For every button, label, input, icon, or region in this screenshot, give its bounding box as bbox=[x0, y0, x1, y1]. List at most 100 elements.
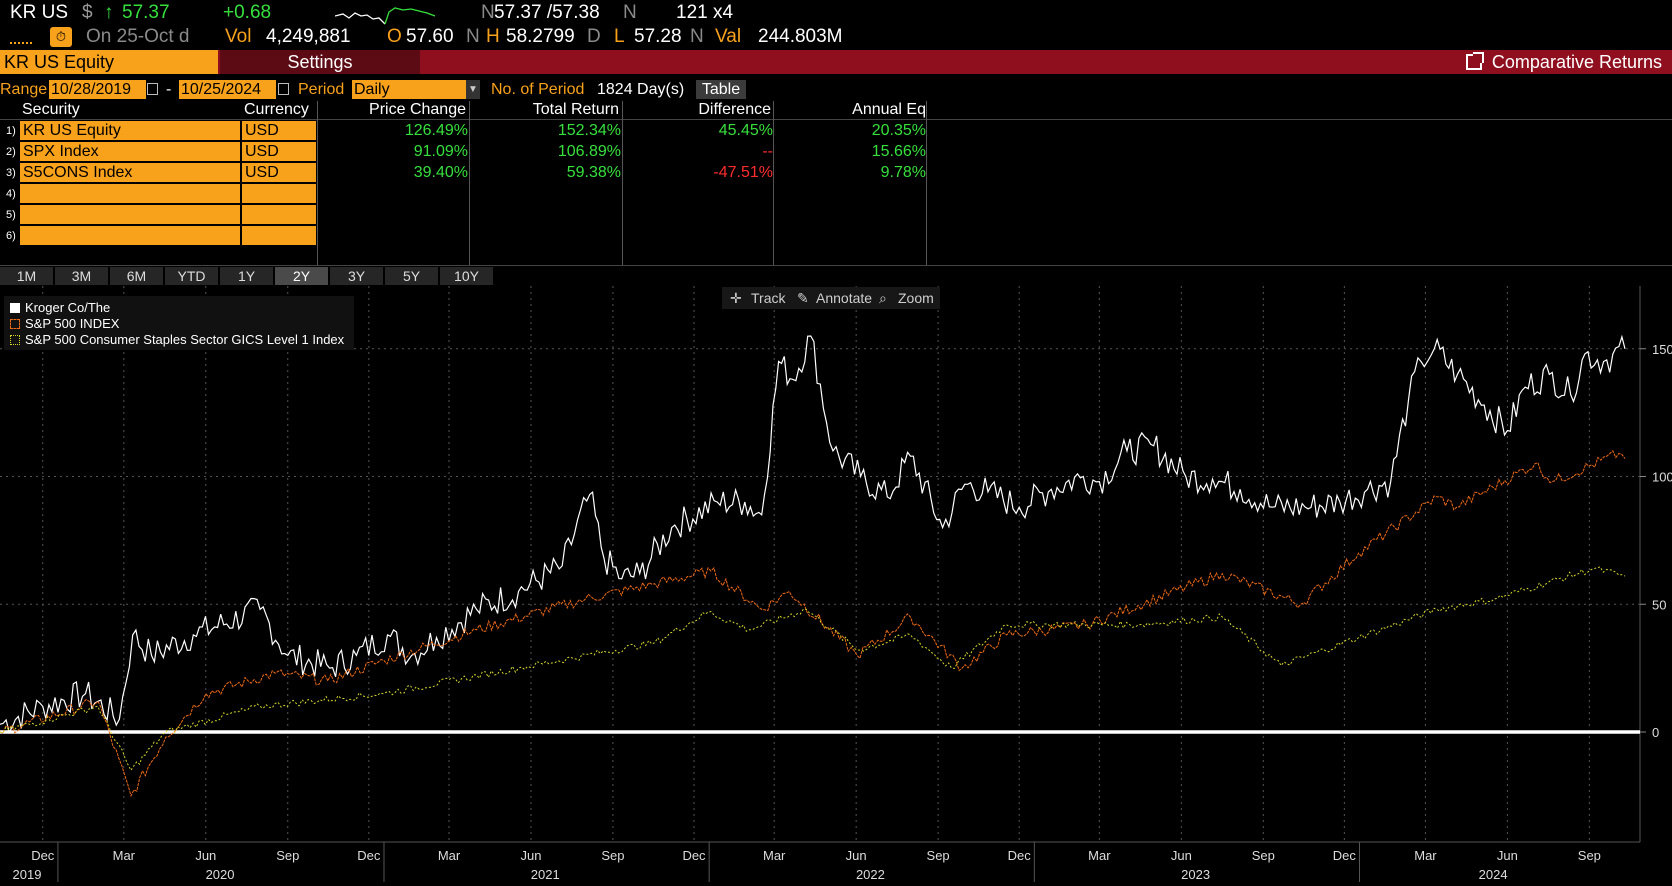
period-label: Period bbox=[298, 81, 345, 98]
currency-cell[interactable] bbox=[242, 184, 316, 203]
vol-value: 4,249,881 bbox=[266, 26, 351, 47]
y-tick-label: 100 bbox=[1652, 470, 1672, 485]
legend-label: S&P 500 Consumer Staples Sector GICS Lev… bbox=[25, 332, 345, 347]
clock-icon[interactable]: ⏱ bbox=[50, 27, 72, 47]
num-period-label: No. of Period bbox=[491, 81, 585, 98]
x-year-label: 2023 bbox=[1181, 867, 1210, 882]
currency-cell[interactable]: USD bbox=[242, 142, 316, 161]
annual-eq-cell: 9.78% bbox=[880, 164, 926, 181]
period-button-10y[interactable]: 10Y bbox=[440, 267, 493, 285]
legend-label: Kroger Co/The bbox=[25, 300, 111, 315]
period-button-1m[interactable]: 1M bbox=[0, 267, 53, 285]
legend-item[interactable]: S&P 500 Consumer Staples Sector GICS Lev… bbox=[10, 332, 344, 347]
price-change-cell: 91.09% bbox=[413, 143, 468, 160]
period-button-3y[interactable]: 3Y bbox=[330, 267, 383, 285]
zoom-button[interactable]: Zoom bbox=[898, 290, 934, 306]
zoom-icon[interactable]: ⌕ bbox=[879, 290, 887, 306]
x-tick-label: Jun bbox=[1497, 848, 1518, 863]
security-tab[interactable]: KR US Equity bbox=[0, 50, 218, 74]
period-button-6m[interactable]: 6M bbox=[110, 267, 163, 285]
period-button-3m[interactable]: 3M bbox=[55, 267, 108, 285]
date-label: On 25-Oct d bbox=[86, 26, 190, 47]
security-cell[interactable]: KR US Equity bbox=[20, 121, 240, 140]
col-security[interactable]: Security bbox=[22, 101, 80, 118]
last-price: 57.37 bbox=[122, 2, 170, 23]
total-return-cell: 59.38% bbox=[566, 164, 621, 181]
legend-item[interactable]: Kroger Co/The bbox=[10, 300, 110, 315]
val-value: 244.803M bbox=[758, 26, 843, 47]
security-cell[interactable]: SPX Index bbox=[20, 142, 240, 161]
difference-cell: -47.51% bbox=[713, 164, 773, 181]
x-year-label: 2022 bbox=[856, 867, 885, 882]
period-button-5y[interactable]: 5Y bbox=[385, 267, 438, 285]
annual-eq-cell: 15.66% bbox=[871, 143, 926, 160]
series-line bbox=[0, 566, 1626, 772]
column-divider bbox=[469, 101, 470, 265]
column-divider bbox=[622, 101, 623, 265]
open-label: O bbox=[387, 26, 402, 47]
period-select[interactable]: Daily bbox=[352, 80, 466, 99]
security-cell[interactable] bbox=[20, 205, 240, 224]
track-icon[interactable]: ✛ bbox=[730, 290, 742, 306]
security-cell[interactable]: S5CONS Index bbox=[20, 163, 240, 182]
function-name: Comparative Returns bbox=[1491, 52, 1662, 72]
track-button[interactable]: Track bbox=[751, 290, 786, 306]
col-currency[interactable]: Currency bbox=[244, 101, 309, 118]
price-change-cell: 39.40% bbox=[413, 164, 468, 181]
legend-item[interactable]: S&P 500 INDEX bbox=[10, 316, 119, 331]
x-tick-label: Sep bbox=[601, 848, 624, 863]
table-header bbox=[0, 101, 1672, 120]
column-divider bbox=[926, 101, 927, 265]
y-tick-label: 0 bbox=[1652, 725, 1659, 740]
col-total-return[interactable]: Total Return bbox=[532, 101, 619, 118]
range-label: Range bbox=[0, 81, 48, 98]
low-value: 57.28 bbox=[634, 26, 682, 47]
period-button-1y[interactable]: 1Y bbox=[220, 267, 273, 285]
vol-label: Vol bbox=[225, 26, 252, 47]
table-button[interactable]: Table bbox=[696, 80, 746, 99]
series-line bbox=[0, 334, 1626, 734]
calendar-icon[interactable] bbox=[147, 83, 158, 95]
annotate-icon[interactable]: ✎ bbox=[797, 290, 809, 306]
bid-flag: N bbox=[481, 2, 495, 23]
trade-size: 121 x4 bbox=[676, 2, 734, 23]
currency-cell[interactable] bbox=[242, 226, 316, 245]
security-cell[interactable] bbox=[20, 184, 240, 203]
chevron-down-icon[interactable]: ▼ bbox=[466, 80, 480, 99]
period-button-2y[interactable]: 2Y bbox=[275, 267, 328, 285]
high-flag: D bbox=[587, 26, 601, 47]
x-tick-label: Jun bbox=[846, 848, 867, 863]
col-annual-eq[interactable]: Annual Eq bbox=[852, 101, 926, 118]
val-label: Val bbox=[715, 26, 742, 47]
start-date-input[interactable]: 10/28/2019 bbox=[49, 80, 146, 99]
comparative-returns-chart[interactable]: 150 100 50 0 Dec Mar Jun Sep Dec Mar Jun Sep Dec Mar J… bbox=[0, 286, 1672, 886]
currency-cell[interactable] bbox=[242, 205, 316, 224]
popout-icon[interactable] bbox=[1465, 52, 1484, 70]
x-tick-label: Mar bbox=[1414, 848, 1437, 863]
x-tick-label: Dec bbox=[682, 848, 706, 863]
high-label: H bbox=[486, 26, 500, 47]
legend-swatch bbox=[10, 319, 20, 329]
annotate-button[interactable]: Annotate bbox=[816, 290, 873, 306]
end-date-input[interactable]: 10/25/2024 bbox=[179, 80, 276, 99]
settings-tab[interactable]: Settings bbox=[220, 50, 420, 74]
x-year-label: 2019 bbox=[13, 867, 42, 882]
currency-cell[interactable]: USD bbox=[242, 121, 316, 140]
security-cell[interactable] bbox=[20, 226, 240, 245]
x-tick-label: Dec bbox=[1333, 848, 1357, 863]
chart-legend: Kroger Co/The S&P 500 INDEX S&P 500 Cons… bbox=[4, 296, 354, 350]
period-button-ytd[interactable]: YTD bbox=[165, 267, 218, 285]
calendar-icon[interactable] bbox=[278, 83, 289, 95]
ask-flag: N bbox=[623, 2, 637, 23]
currency-cell[interactable]: USD bbox=[242, 163, 316, 182]
col-price-change[interactable]: Price Change bbox=[369, 101, 466, 118]
function-title[interactable]: Comparative Returns bbox=[1465, 50, 1662, 74]
col-difference[interactable]: Difference bbox=[698, 101, 771, 118]
ticker: KR US bbox=[10, 2, 69, 23]
y-tick-label: 50 bbox=[1652, 597, 1666, 612]
x-tick-label: Mar bbox=[763, 848, 786, 863]
x-tick-label: Sep bbox=[927, 848, 950, 863]
x-year-label: 2024 bbox=[1479, 867, 1508, 882]
x-tick-label: Mar bbox=[438, 848, 461, 863]
x-tick-label: Jun bbox=[520, 848, 541, 863]
